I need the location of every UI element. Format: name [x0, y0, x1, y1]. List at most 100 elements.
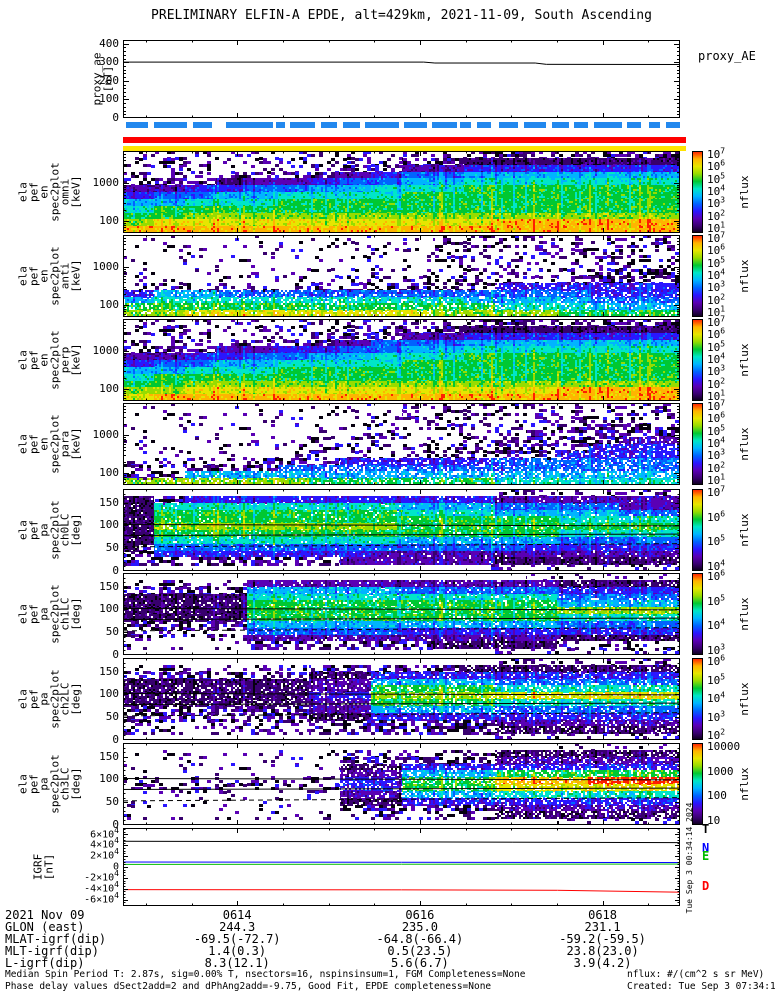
panel-omni-axis-label: ela pef en spec2plot omni [keV] [16, 162, 83, 222]
status-bar-blue-segment [276, 122, 285, 128]
annotation-row-label: L-igrf(dip) [5, 956, 85, 970]
status-bar-blue-segment [476, 122, 491, 128]
colorbar-ch1lc-tick-label: 105 [707, 593, 726, 608]
colorbar-ch0lc-tick-label: 104 [707, 558, 726, 573]
colorbar-omni-nflux-label: nflux [737, 175, 751, 209]
status-bar-blue-segment [343, 122, 360, 128]
colorbar-omni-tick-label: 106 [707, 158, 726, 174]
panel-para-canvas [123, 403, 680, 485]
status-bar-blue-segment [551, 122, 569, 128]
annotation-value: 235.0 [401, 920, 438, 934]
annotation-value: 8.3(12.1) [204, 956, 270, 970]
colorbar-ch3lc-tick-label: 10000 [707, 740, 741, 753]
colorbar-ch0lc-nflux-label: nflux [737, 513, 751, 547]
status-bar-blue-segment [365, 122, 399, 128]
colorbar-ch2lc-tick-label: 104 [707, 690, 726, 705]
colorbar-ch1lc-tick-label: 104 [707, 617, 726, 633]
status-bar-blue-segment [153, 122, 188, 128]
status-bar-blue [123, 122, 680, 128]
igrf-ytick-label: 6×104 [90, 825, 119, 840]
igrf-canvas [123, 828, 680, 906]
colorbar-para-nflux-label: nflux [737, 427, 751, 461]
colorbar-para-tick-label: 102 [707, 460, 726, 475]
annotation-value: 0.5(23.5) [387, 944, 453, 958]
annotation-value: -64.8(-66.4) [376, 932, 464, 946]
panel-para-ytick-label: 1000 [92, 428, 120, 442]
igrf-ytick-label: 2×104 [90, 847, 119, 862]
panel-ch2lc-axis-label: ela pef pa spec2plot ch2LC [deg] [16, 669, 83, 729]
colorbar-perp-tick-label: 102 [707, 376, 726, 391]
colorbar-omni-tick-label: 105 [707, 171, 726, 186]
annotation-value: 3.9(4.2) [573, 956, 632, 970]
status-bar-blue-segment [404, 122, 427, 128]
panel-para-ytick-label: 100 [99, 466, 119, 480]
status-bar-yellow [123, 146, 686, 151]
proxy-ae-axis-label: proxy_ae [nT] [90, 52, 115, 106]
panel-ch2lc-ytick-label: 150 [99, 664, 119, 678]
panel-anti-canvas [123, 235, 680, 317]
panel-ch2lc-canvas [123, 658, 680, 740]
proxy-ae-ytick-label: 400 [99, 36, 119, 50]
proxy-ae-canvas [123, 40, 680, 118]
colorbar-ch2lc-canvas [692, 658, 703, 740]
colorbar-ch1lc-tick-label: 106 [707, 568, 726, 583]
annotation-row-label: MLT-igrf(dip) [5, 944, 99, 958]
panel-anti-ytick-label: 100 [99, 298, 119, 312]
status-bar-blue-segment [226, 122, 274, 128]
igrf-ytick-label: -4×104 [84, 879, 119, 895]
annotation-value: 5.6(6.7) [390, 956, 449, 970]
status-bar-blue-segment [320, 122, 338, 128]
panel-ch2lc-ytick-label: 50 [105, 710, 119, 724]
igrf-series-letter-e: E [702, 849, 710, 863]
annotation-value: 1.4(0.3) [208, 944, 267, 958]
colorbar-perp-tick-label: 107 [707, 314, 726, 329]
colorbar-omni-canvas [692, 151, 703, 233]
colorbar-anti-tick-label: 107 [707, 230, 726, 245]
colorbar-para-tick-label: 101 [707, 472, 726, 487]
panel-ch0lc-axis-label: ela pef pa spec2plot ch0LC [deg] [16, 500, 83, 560]
colorbar-para-tick-label: 104 [707, 435, 726, 450]
annotation-row-label: GLON (east) [5, 920, 85, 934]
colorbar-perp-tick-label: 105 [707, 339, 726, 354]
status-bar-blue-segment [666, 122, 680, 128]
panel-ch0lc-ytick-label: 100 [99, 518, 119, 532]
colorbar-omni-tick-label: 104 [707, 183, 726, 198]
annotation-value: 231.1 [584, 920, 621, 934]
colorbar-ch2lc-tick-label: 105 [707, 671, 726, 687]
panel-ch3lc-ytick-label: 50 [105, 795, 119, 809]
panel-ch3lc-canvas [123, 743, 680, 825]
colorbar-perp-nflux-label: nflux [737, 343, 751, 377]
panel-omni-ytick-label: 1000 [92, 176, 120, 190]
colorbar-ch0lc-tick-label: 105 [707, 533, 726, 549]
panel-perp-axis-label: ela pef en spec2plot perp [keV] [16, 330, 83, 390]
colorbar-ch2lc-tick-label: 106 [707, 653, 726, 668]
colorbar-perp-tick-label: 101 [707, 388, 726, 403]
status-bar-blue-segment [192, 122, 213, 128]
proxy-ae-ytick-label: 200 [99, 73, 119, 87]
colorbar-ch3lc-nflux-label: nflux [737, 767, 751, 801]
status-bar-blue-segment [593, 122, 622, 128]
igrf-series-letter-t: T [702, 822, 710, 836]
colorbar-anti-tick-label: 105 [707, 255, 726, 270]
colorbar-anti-tick-label: 103 [707, 279, 726, 295]
annotation-value: 0616 [405, 908, 435, 922]
igrf-ytick-label: 0 [112, 861, 119, 873]
colorbar-anti-canvas [692, 235, 703, 317]
panel-omni-ytick-label: 100 [99, 214, 119, 228]
proxy-ae-ytick-label: 100 [99, 92, 119, 106]
colorbar-anti-tick-label: 101 [707, 304, 726, 319]
panel-anti-axis-label: ela pef en spec2plot anti [keV] [16, 246, 83, 306]
colorbar-ch2lc-tick-label: 103 [707, 708, 726, 724]
colorbar-omni-tick-label: 102 [707, 208, 726, 223]
panel-anti-ytick-label: 1000 [92, 260, 120, 274]
colorbar-omni-tick-label: 107 [707, 146, 726, 161]
colorbar-perp-tick-label: 104 [707, 351, 726, 366]
colorbar-ch0lc-canvas [692, 489, 703, 571]
panel-ch1lc-ytick-label: 0 [112, 648, 119, 661]
proxy-ae-ytick-label: 0 [112, 111, 119, 124]
colorbar-perp-canvas [692, 319, 703, 401]
panel-ch2lc-ytick-label: 0 [112, 733, 119, 746]
colorbar-para-tick-label: 107 [707, 398, 726, 413]
colorbar-para-tick-label: 105 [707, 423, 726, 438]
